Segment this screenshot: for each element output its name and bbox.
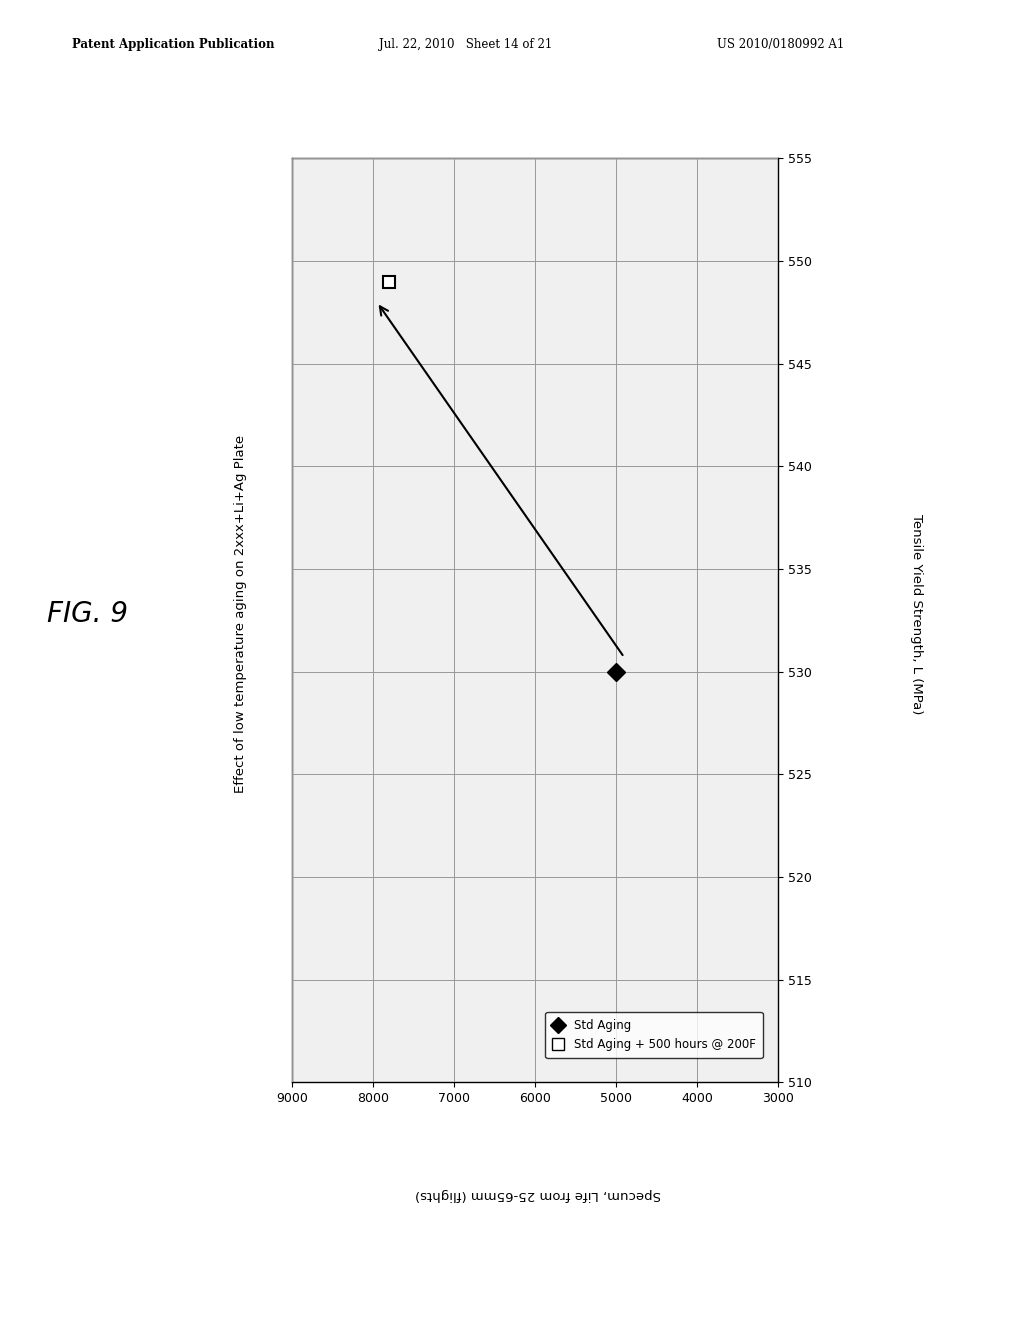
Text: Tensile Yield Strength, L (MPa): Tensile Yield Strength, L (MPa) [910, 513, 923, 714]
Text: FIG. 9: FIG. 9 [46, 599, 128, 628]
Text: Effect of low temperature aging on 2xxx+Li+Ag Plate: Effect of low temperature aging on 2xxx+… [234, 434, 247, 793]
Text: Patent Application Publication: Patent Application Publication [72, 37, 274, 50]
Text: Specum, Life from 25-65mm (flights): Specum, Life from 25-65mm (flights) [415, 1188, 660, 1201]
Text: Jul. 22, 2010   Sheet 14 of 21: Jul. 22, 2010 Sheet 14 of 21 [379, 37, 552, 50]
Text: US 2010/0180992 A1: US 2010/0180992 A1 [717, 37, 844, 50]
Legend: Std Aging, Std Aging + 500 hours @ 200F: Std Aging, Std Aging + 500 hours @ 200F [546, 1012, 763, 1059]
